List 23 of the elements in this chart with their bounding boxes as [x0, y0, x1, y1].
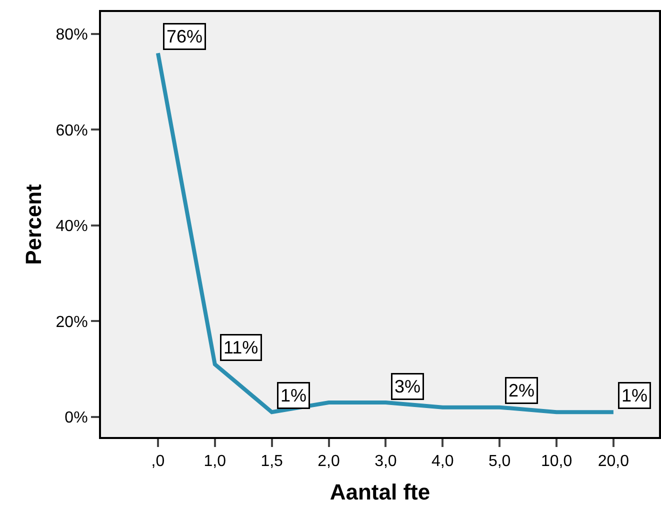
x-tick-label: 10,0	[540, 453, 572, 470]
y-axis-title: Percent	[21, 183, 46, 265]
y-tick-label: 0%	[64, 410, 88, 426]
data-label: 3%	[394, 376, 421, 396]
x-tick-label: 3,0	[374, 453, 397, 470]
data-label: 11%	[224, 338, 258, 358]
data-label: 2%	[508, 380, 535, 400]
x-axis-title: Aantal fte	[330, 480, 430, 505]
x-tick-label: 1,0	[204, 453, 226, 470]
x-tick-label: 4,0	[432, 453, 454, 470]
x-tick-label: 1,5	[260, 453, 284, 470]
data-label: 76%	[166, 26, 203, 46]
data-label: 1%	[622, 386, 648, 406]
y-tick-label: 20%	[56, 314, 88, 331]
x-tick-label: 20,0	[598, 453, 630, 470]
x-tick-label: 2,0	[318, 453, 340, 470]
y-tick-label: 80%	[56, 26, 88, 44]
x-tick-label: 5,0	[488, 453, 511, 470]
x-tick-label: ,0	[151, 453, 165, 470]
y-tick-label: 60%	[56, 122, 88, 140]
data-label: 1%	[280, 386, 307, 406]
y-tick-label: 40%	[56, 218, 88, 236]
line-series	[156, 51, 616, 414]
